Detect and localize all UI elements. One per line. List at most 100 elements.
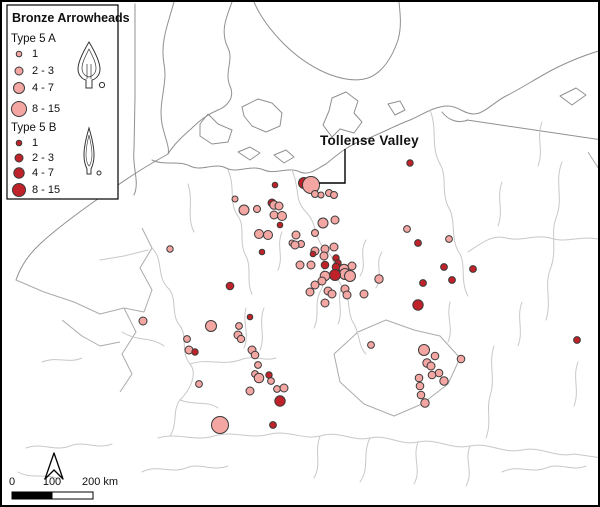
type5a-site-marker [311,229,319,237]
type5a-site-marker [254,229,264,239]
type5b-site-marker [258,248,266,256]
type5b-site-marker [329,269,341,281]
type5a-site-marker [327,289,337,299]
tollense-valley-label: Tollense Valley [320,133,419,148]
type5b-site-marker [573,336,581,344]
type5b-site-marker [469,265,477,273]
type5a-site-marker [445,235,453,243]
type5a-site-marker [416,390,426,400]
type5a-site-marker [195,380,203,388]
legend-circle-5a-1 [15,50,23,58]
type5a-site-marker [403,225,411,233]
type5a-site-marker [427,370,437,380]
type5a-site-marker [250,350,260,360]
type5a-site-marker [330,215,340,225]
scale-bar [11,491,94,500]
legend-circle-5b-4 [12,183,26,197]
type5a-site-marker [310,280,320,290]
type5b-site-marker [320,260,330,270]
legend-label-5a-4: 8 - 15 [32,103,61,115]
type5a-site-marker [439,376,449,386]
legend-group-5b-title: Type 5 B [11,122,57,134]
legend-label-5a-2: 2 - 3 [32,65,55,77]
legend-circle-5a-3 [13,82,25,94]
type5a-site-marker [344,270,356,282]
type5a-site-marker [205,320,217,332]
scale-label-0: 0 [8,476,16,488]
type5b-site-marker [246,313,254,321]
type5a-site-marker [317,276,327,286]
legend-label-5b-1: 1 [32,137,39,149]
type5a-site-marker [306,260,316,270]
type5b-site-marker [414,239,422,247]
type5a-site-marker [374,274,384,284]
site-markers-layer [138,159,581,434]
type5a-site-marker [254,361,262,369]
type5a-site-marker [231,195,239,203]
legend-label-5b-2: 2 - 3 [32,152,55,164]
type5a-site-marker [273,385,281,393]
type5b-arrowhead-icon [83,126,102,176]
type5a-site-marker [456,354,466,364]
type5a-site-marker [342,290,352,300]
type5a-site-marker [138,316,148,326]
type5a-site-marker [426,361,436,371]
type5a-site-marker [317,191,325,199]
type5a-site-marker [418,344,430,356]
type5a-site-marker [245,386,255,396]
type5b-site-marker [225,281,235,291]
type5b-site-marker [440,263,448,271]
north-arrow-icon [44,452,64,480]
type5a-site-marker [253,205,261,213]
type5a-site-marker [253,372,265,384]
type5a-site-marker [290,240,300,250]
type5a-site-marker [430,351,440,361]
type5a-site-marker [305,287,315,297]
type5a-site-marker [274,201,284,211]
type5a-site-marker [166,245,174,253]
type5a-site-marker [320,298,330,308]
type5b-site-marker [309,250,317,258]
type5a-site-marker [367,341,375,349]
border-layer [15,151,598,417]
type5a-site-marker [236,334,246,344]
scale-label-200km: 200 km [81,476,119,488]
legend-circle-5b-2 [14,153,24,163]
type5b-site-marker [269,421,277,429]
type5b-site-marker [271,181,279,189]
type5a-site-marker [269,210,279,220]
legend-circle-5a-2 [14,66,24,76]
type5b-site-marker [448,276,456,284]
type5b-site-marker [419,279,427,287]
legend-label-5a-1: 1 [32,48,39,60]
type5b-site-marker [276,221,284,229]
type5b-site-marker [191,348,199,356]
legend-label-5b-3: 4 - 7 [32,167,55,179]
legend-panel [6,4,119,200]
type5a-site-marker [238,204,250,216]
annotation-leader-line [319,149,346,184]
type5a-site-marker [291,230,301,240]
type5a-site-marker [183,335,191,343]
type5b-site-marker [406,159,414,167]
type5a-site-marker [319,251,329,261]
legend-title: Bronze Arrowheads [12,11,130,25]
type5a-site-marker [295,260,305,270]
legend-circle-5a-4 [11,101,27,117]
legend-group-5a-title: Type 5 A [11,33,56,45]
type5a-arrowhead-icon [77,41,106,89]
type5a-site-marker [414,373,424,383]
legend-label-5a-3: 4 - 7 [32,82,55,94]
type5b-site-marker [412,299,424,311]
type5a-site-marker [420,398,430,408]
type5b-site-marker [274,395,286,407]
type5a-site-marker [317,217,329,229]
type5a-site-marker [235,322,243,330]
type5a-site-marker [330,191,338,199]
legend-circle-5b-3 [13,167,25,179]
type5a-site-marker [302,176,320,194]
type5a-site-marker [311,190,319,198]
type5a-site-marker [359,289,369,299]
